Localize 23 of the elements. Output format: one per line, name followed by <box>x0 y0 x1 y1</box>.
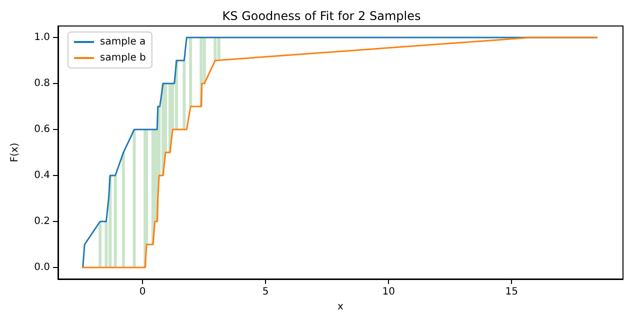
y-tick-label: 0.2 <box>34 216 50 227</box>
bar <box>114 176 117 268</box>
bar <box>122 152 125 268</box>
x-tick-label: 10 <box>382 286 395 298</box>
line-series <box>82 36 598 268</box>
bar <box>189 38 192 106</box>
chart-title: KS Goodness of Fit for 2 Samples <box>222 9 421 23</box>
bar <box>214 38 217 60</box>
bar <box>182 60 186 130</box>
y-tick-label: 1.0 <box>34 32 50 43</box>
x-axis-title: x <box>338 301 344 312</box>
y-axis-title: F(x) <box>10 142 20 162</box>
y-tick-label: 0.0 <box>34 262 50 273</box>
x-tick-label: 15 <box>505 286 518 298</box>
x-tick-label: 5 <box>262 286 269 298</box>
y-tick-label: 0.8 <box>34 78 50 89</box>
legend-label: sample b <box>100 52 146 64</box>
y-tick-label: 0.4 <box>34 170 50 181</box>
y-tick-label: 0.6 <box>34 124 50 135</box>
bar <box>132 130 136 268</box>
legend-label: sample a <box>100 36 146 48</box>
bar <box>98 222 102 268</box>
x-tick-label: 0 <box>139 286 146 298</box>
